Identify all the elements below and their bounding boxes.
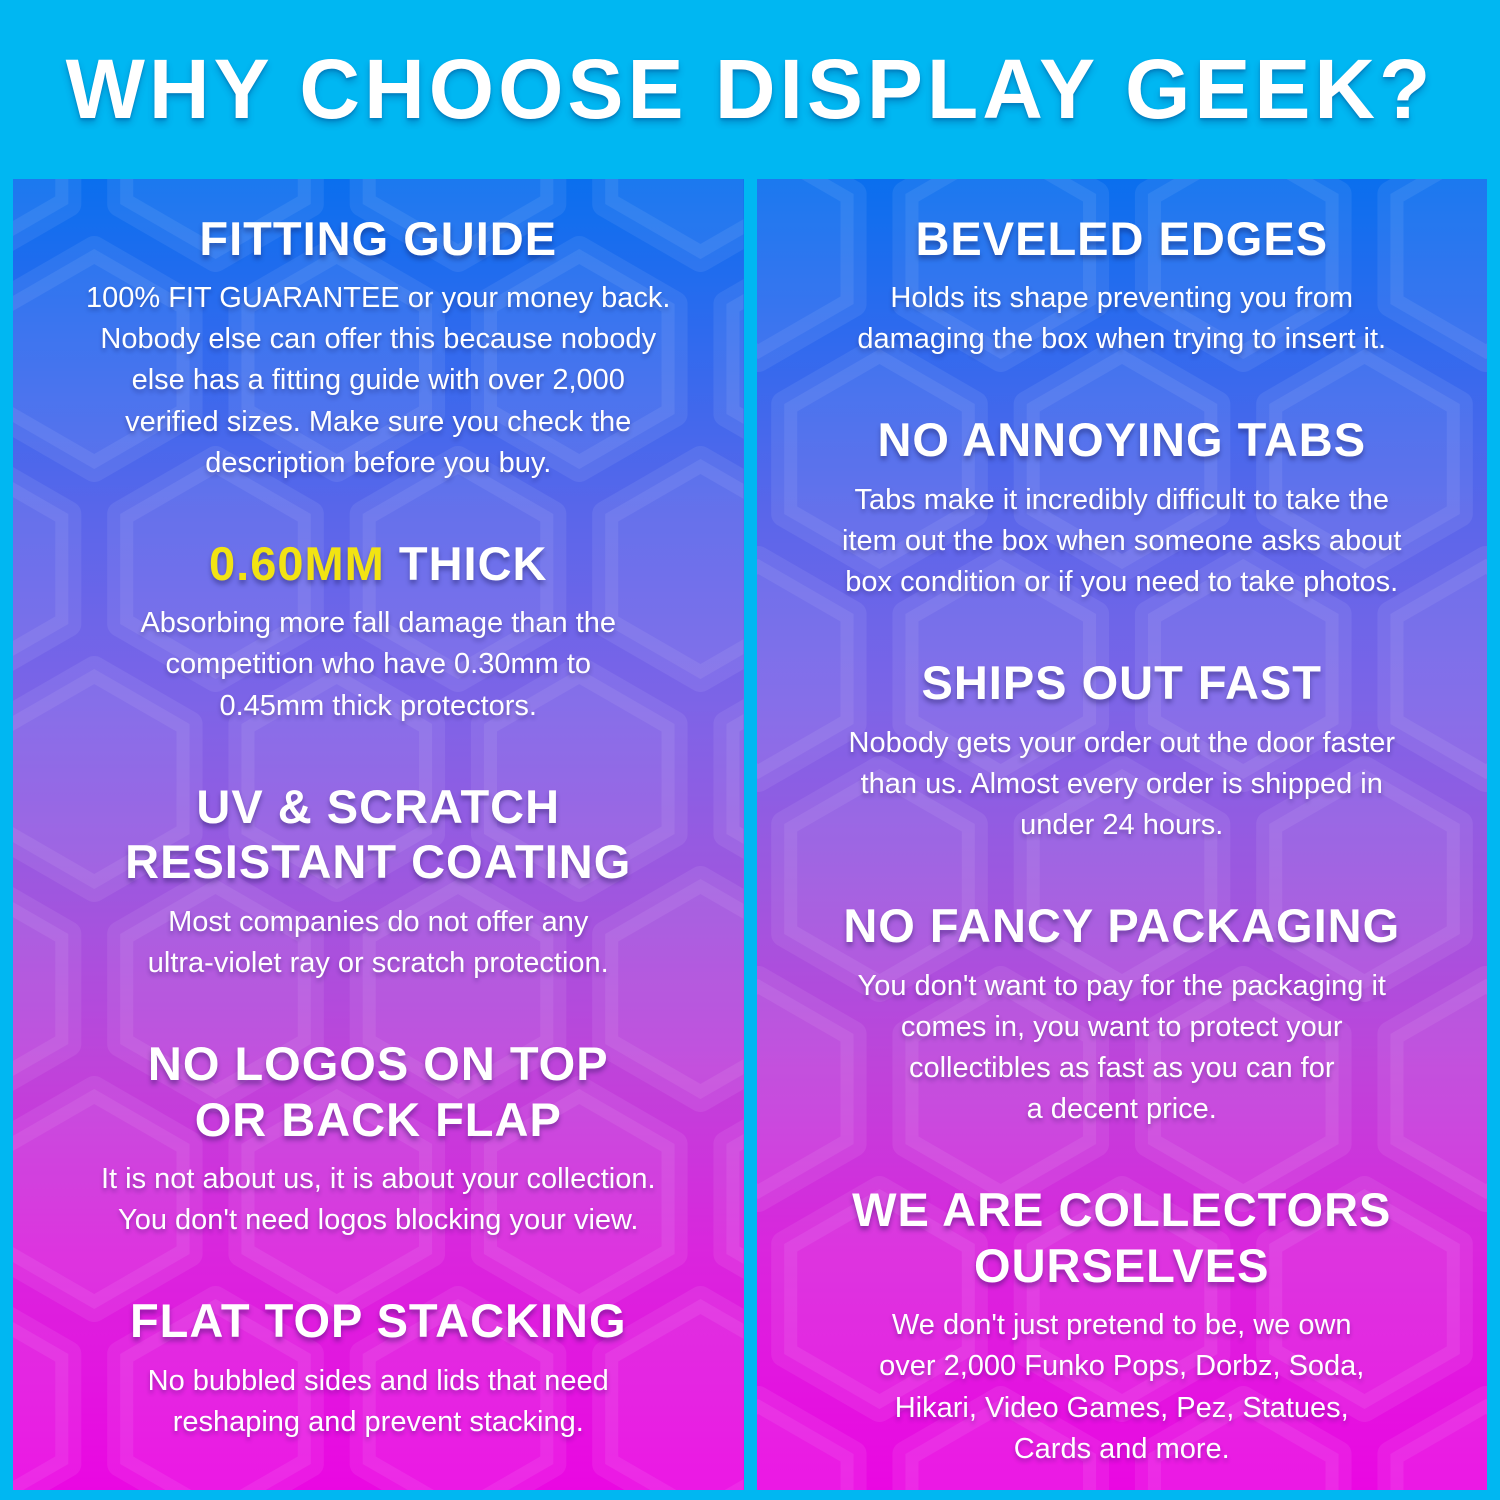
panel-right-content: BEVELED EDGES Holds its shape preventing… <box>757 179 1488 1490</box>
section-no-logos: NO LOGOS ON TOP OR BACK FLAP It is not a… <box>101 1036 656 1241</box>
section-body: Absorbing more fall damage than the comp… <box>140 607 617 722</box>
section-body: We don't just pretend to be, we own over… <box>879 1309 1365 1465</box>
heading-line: NO ANNOYING TABS <box>877 413 1367 467</box>
heading-line: BEVELED EDGES <box>915 211 1329 265</box>
section-collectors-ourselves: WE ARE COLLECTORS OURSELVES We don't jus… <box>852 1182 1391 1470</box>
section-fitting-guide: FITTING GUIDE 100% FIT GUARANTEE or your… <box>86 211 671 484</box>
section-heading: NO LOGOS ON TOP OR BACK FLAP <box>101 1036 656 1147</box>
title-bar: WHY CHOOSE DISPLAY GEEK? <box>0 0 1500 179</box>
heading-line: OR BACK FLAP <box>194 1092 562 1146</box>
section-heading: BEVELED EDGES <box>857 211 1386 266</box>
section-body: Most companies do not offer any ultra-vi… <box>147 905 609 979</box>
heading-line: OURSELVES <box>974 1238 1270 1292</box>
heading-line: RESISTANT COATING <box>125 835 632 889</box>
heading-line: SHIPS OUT FAST <box>921 656 1322 710</box>
page-title: WHY CHOOSE DISPLAY GEEK? <box>65 41 1435 136</box>
heading-line: NO LOGOS ON TOP <box>147 1037 609 1091</box>
heading-line: UV & SCRATCH <box>196 779 561 833</box>
section-heading: NO ANNOYING TABS <box>842 412 1401 467</box>
section-heading: WE ARE COLLECTORS OURSELVES <box>852 1182 1391 1293</box>
section-no-tabs: NO ANNOYING TABS Tabs make it incredibly… <box>842 412 1401 603</box>
section-beveled-edges: BEVELED EDGES Holds its shape preventing… <box>857 211 1386 361</box>
section-body: Holds its shape preventing you from dama… <box>857 281 1387 356</box>
panel-right: BEVELED EDGES Holds its shape preventing… <box>756 178 1488 1490</box>
section-body: It is not about us, it is about your col… <box>100 1162 656 1237</box>
heading-rest: THICK <box>398 536 548 590</box>
section-body: Tabs make it incredibly difficult to tak… <box>842 483 1402 599</box>
section-heading: FITTING GUIDE <box>86 211 671 266</box>
section-body: No bubbled sides and lids that need resh… <box>147 1364 609 1438</box>
heading-highlight: 0.60MM <box>209 536 385 590</box>
section-heading: SHIPS OUT FAST <box>849 655 1395 710</box>
heading-line: 0.60MM THICK <box>140 536 616 591</box>
section-ships-fast: SHIPS OUT FAST Nobody gets your order ou… <box>849 655 1395 846</box>
heading-line: WE ARE COLLECTORS <box>852 1183 1392 1237</box>
heading-line: FLAT TOP STACKING <box>129 1294 627 1348</box>
section-body: Nobody gets your order out the door fast… <box>848 726 1395 842</box>
section-thickness: 0.60MM THICK Absorbing more fall damage … <box>140 536 616 727</box>
heading-line: NO FANCY PACKAGING <box>843 899 1401 953</box>
section-heading: FLAT TOP STACKING <box>130 1293 627 1348</box>
section-heading: 0.60MM THICK <box>140 536 616 591</box>
section-flat-top: FLAT TOP STACKING No bubbled sides and l… <box>130 1293 627 1443</box>
section-heading: UV & SCRATCH RESISTANT COATING <box>125 779 631 890</box>
section-body: You don't want to pay for the packaging … <box>857 969 1386 1126</box>
section-no-fancy-packaging: NO FANCY PACKAGING You don't want to pay… <box>843 898 1400 1130</box>
section-heading: NO FANCY PACKAGING <box>843 898 1400 953</box>
section-body: 100% FIT GUARANTEE or your money back. N… <box>85 281 671 479</box>
panel-left-content: FITTING GUIDE 100% FIT GUARANTEE or your… <box>13 179 744 1490</box>
panel-left: FITTING GUIDE 100% FIT GUARANTEE or your… <box>13 178 744 1490</box>
panels-row: FITTING GUIDE 100% FIT GUARANTEE or your… <box>0 178 1500 1490</box>
section-uv-coating: UV & SCRATCH RESISTANT COATING Most comp… <box>125 779 631 984</box>
heading-line: FITTING GUIDE <box>199 211 558 265</box>
